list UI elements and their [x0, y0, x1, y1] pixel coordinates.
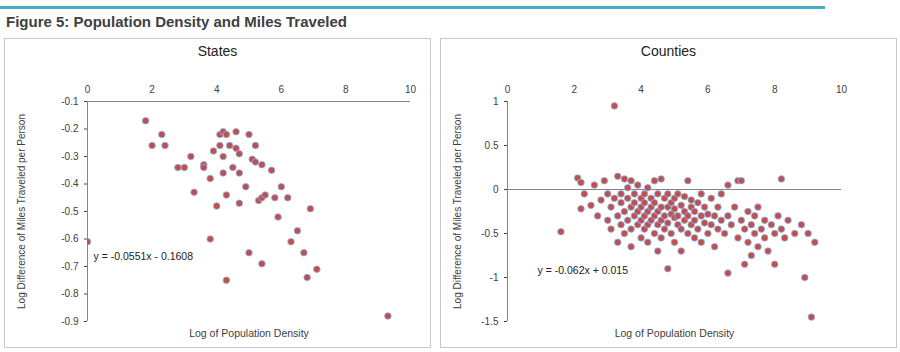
svg-text:4: 4: [214, 84, 220, 95]
svg-text:4: 4: [638, 84, 644, 95]
svg-text:y = -0.0551x - 0.1608: y = -0.0551x - 0.1608: [94, 250, 194, 262]
svg-text:10: 10: [405, 84, 417, 95]
svg-text:-0.7: -0.7: [61, 261, 79, 272]
svg-text:Log of Population Density: Log of Population Density: [189, 327, 309, 339]
svg-text:0: 0: [493, 184, 499, 195]
svg-text:Log Difference of Miles Travel: Log Difference of Miles Traveled per Per…: [16, 114, 27, 309]
svg-text:2: 2: [149, 84, 155, 95]
svg-text:8: 8: [343, 84, 349, 95]
svg-text:0.5: 0.5: [485, 140, 499, 151]
svg-text:10: 10: [836, 84, 848, 95]
svg-text:1: 1: [493, 96, 499, 107]
html-text:Figure 5: Population Density a: Figure 5: Population Density and Miles T…: [6, 13, 347, 30]
svg-text:y = -0.062x + 0.015: y = -0.062x + 0.015: [538, 264, 629, 276]
svg-text:6: 6: [705, 84, 711, 95]
svg-text:-1.5: -1.5: [481, 316, 499, 327]
svg-text:8: 8: [772, 84, 778, 95]
svg-text:-0.5: -0.5: [61, 206, 79, 217]
svg-text:2: 2: [572, 84, 578, 95]
svg-text:-0.9: -0.9: [61, 316, 79, 327]
svg-text:-0.3: -0.3: [61, 151, 79, 162]
svg-text:0: 0: [85, 84, 91, 95]
svg-text:-0.1: -0.1: [61, 96, 79, 107]
svg-text:Log of Population Density: Log of Population Density: [615, 327, 735, 339]
html-text:Counties: Counties: [640, 43, 697, 59]
svg-text:-0.8: -0.8: [61, 288, 79, 299]
svg-text:0: 0: [505, 84, 511, 95]
html-text:States: States: [197, 43, 238, 59]
svg-text:-0.6: -0.6: [61, 233, 79, 244]
svg-text:-0.5: -0.5: [481, 228, 499, 239]
svg-text:-1: -1: [490, 272, 499, 283]
svg-text:-0.4: -0.4: [61, 178, 79, 189]
svg-text:6: 6: [279, 84, 285, 95]
svg-text:Log Difference of Miles Travel: Log Difference of Miles Traveled per Per…: [452, 114, 463, 309]
svg-text:-0.2: -0.2: [61, 123, 79, 134]
